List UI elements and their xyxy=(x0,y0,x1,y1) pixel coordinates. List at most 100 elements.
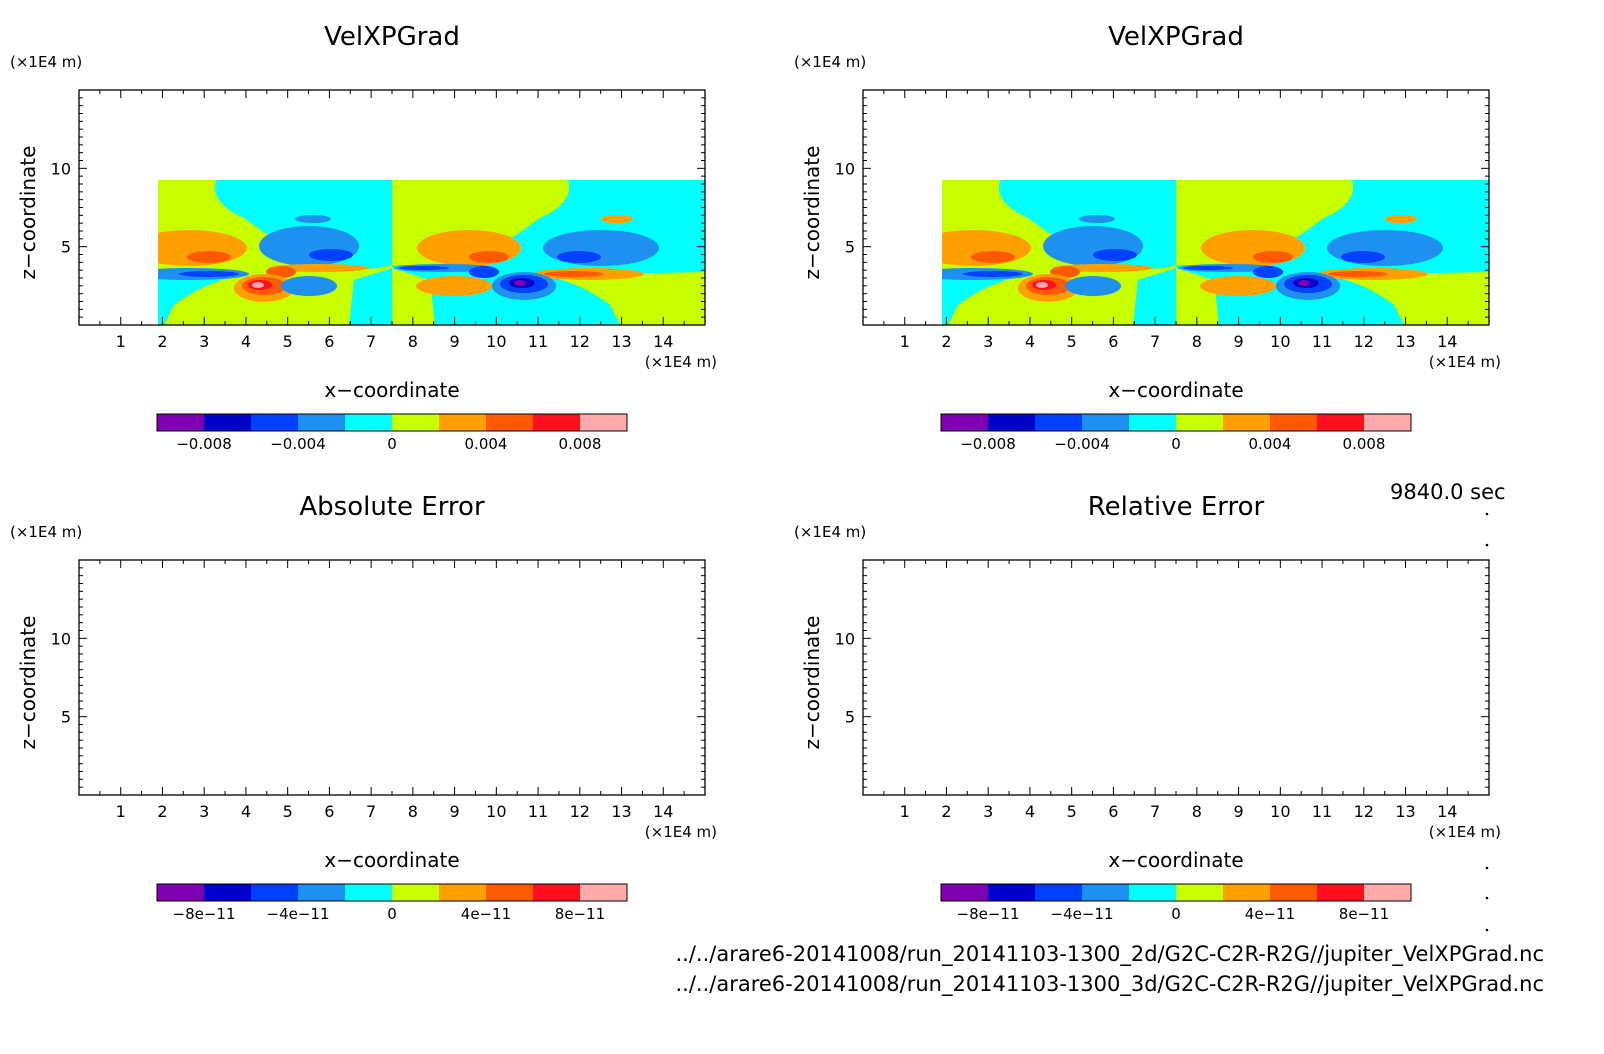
x-unit-label: (×1E4 m) xyxy=(1429,353,1501,371)
colorbar-frame xyxy=(156,413,628,432)
x-tick-label: 1 xyxy=(900,332,910,351)
x-tick-label: 13 xyxy=(611,332,631,351)
x-tick-label: 1 xyxy=(900,802,910,821)
x-axis-label: x−coordinate xyxy=(324,378,459,402)
file-path-3d: ../../arare6-20141008/run_20141103-1300_… xyxy=(675,972,1544,996)
colorbar-tick-label: −0.008 xyxy=(176,435,232,453)
plot-frame xyxy=(862,559,1490,796)
colorbar-tick-label: −4e−11 xyxy=(1051,905,1114,923)
colorbar-swatch xyxy=(1176,414,1223,431)
x-tick-label: 11 xyxy=(528,802,548,821)
margin-dot xyxy=(1485,543,1489,547)
colorbar-swatch xyxy=(1223,414,1270,431)
x-tick-label: 4 xyxy=(1025,802,1035,821)
x-tick-label: 3 xyxy=(199,332,209,351)
x-tick-label: 11 xyxy=(1312,332,1332,351)
colorbar-swatch xyxy=(298,884,345,901)
x-tick-label: 3 xyxy=(983,802,993,821)
colorbar-tick-label: 0 xyxy=(387,435,397,453)
x-tick-label: 2 xyxy=(157,802,167,821)
x-tick-label: 4 xyxy=(241,802,251,821)
x-tick-label: 9 xyxy=(450,802,460,821)
y-tick-label: 5 xyxy=(61,708,71,727)
colorbar-swatch xyxy=(1082,414,1129,431)
colorbar-tick-label: 4e−11 xyxy=(461,905,511,923)
x-tick-label: 12 xyxy=(1354,332,1374,351)
time-label: 9840.0 sec xyxy=(1390,480,1506,504)
colorbar-swatch xyxy=(157,414,204,431)
colorbar-swatch xyxy=(1364,884,1411,901)
x-tick-label: 9 xyxy=(1234,332,1244,351)
panel-title: VelXPGrad xyxy=(1108,22,1244,52)
x-tick-label: 10 xyxy=(486,332,506,351)
y-tick-label: 5 xyxy=(845,238,855,257)
x-tick-label: 5 xyxy=(1067,332,1077,351)
x-tick-label: 6 xyxy=(324,802,334,821)
x-tick-label: 12 xyxy=(570,332,590,351)
colorbar-swatch xyxy=(439,884,486,901)
x-tick-label: 8 xyxy=(1192,802,1202,821)
x-tick-label: 4 xyxy=(241,332,251,351)
colorbar-swatch xyxy=(580,414,627,431)
x-axis-label: x−coordinate xyxy=(324,848,459,872)
x-tick-label: 9 xyxy=(1234,802,1244,821)
x-tick-label: 6 xyxy=(324,332,334,351)
x-tick-label: 13 xyxy=(1395,802,1415,821)
colorbar-swatch xyxy=(157,884,204,901)
colorbar-tick-label: 0.008 xyxy=(559,435,602,453)
contour-fill xyxy=(158,180,705,325)
colorbar-tick-label: −4e−11 xyxy=(267,905,330,923)
x-tick-label: 4 xyxy=(1025,332,1035,351)
x-axis-label: x−coordinate xyxy=(1108,848,1243,872)
x-tick-label: 10 xyxy=(1270,802,1290,821)
y-tick-label: 10 xyxy=(835,159,855,178)
y-tick-label: 10 xyxy=(51,629,71,648)
x-tick-label: 14 xyxy=(653,332,673,351)
colorbar-tick-label: 0 xyxy=(387,905,397,923)
x-tick-label: 7 xyxy=(1150,332,1160,351)
colorbar-tick-label: −8e−11 xyxy=(957,905,1020,923)
y-unit-label: (×1E4 m) xyxy=(794,523,866,541)
panel-title: VelXPGrad xyxy=(324,22,460,52)
x-tick-label: 12 xyxy=(1354,802,1374,821)
x-tick-label: 14 xyxy=(1437,332,1457,351)
x-tick-label: 11 xyxy=(528,332,548,351)
colorbar-swatch xyxy=(439,414,486,431)
x-tick-label: 5 xyxy=(1067,802,1077,821)
colorbar-swatch xyxy=(1082,884,1129,901)
colorbar-swatch xyxy=(1270,414,1317,431)
y-axis-label: z−coordinate xyxy=(16,616,40,750)
y-unit-label: (×1E4 m) xyxy=(10,523,82,541)
x-tick-label: 2 xyxy=(941,332,951,351)
colorbar-tick-label: 0.004 xyxy=(465,435,508,453)
y-tick-label: 10 xyxy=(51,159,71,178)
x-tick-label: 7 xyxy=(1150,802,1160,821)
x-tick-label: 9 xyxy=(450,332,460,351)
colorbar-tick-label: 0 xyxy=(1171,435,1181,453)
x-unit-label: (×1E4 m) xyxy=(645,353,717,371)
colorbar-frame xyxy=(940,413,1412,432)
colorbar-swatch xyxy=(251,884,298,901)
y-axis-label: z−coordinate xyxy=(16,146,40,280)
x-tick-label: 12 xyxy=(570,802,590,821)
colorbar-swatch xyxy=(988,414,1035,431)
colorbar-tick-label: −8e−11 xyxy=(173,905,236,923)
contour-field xyxy=(158,180,705,325)
colorbar-swatch xyxy=(392,884,439,901)
contour-field xyxy=(942,180,1489,325)
colorbar-swatch xyxy=(533,414,580,431)
panel-title: Absolute Error xyxy=(299,492,485,522)
panel-4: Relative Error(×1E4 m)(×1E4 m)1 2 3 4 5 6 7 8 9 1… xyxy=(794,492,1501,923)
colorbar-tick-label: 8e−11 xyxy=(555,905,605,923)
y-axis-label: z−coordinate xyxy=(800,616,824,750)
colorbar-tick-label: 0.008 xyxy=(1343,435,1386,453)
x-tick-label: 7 xyxy=(366,332,376,351)
x-axis-label: x−coordinate xyxy=(1108,378,1243,402)
x-tick-label: 3 xyxy=(199,802,209,821)
panel-2: VelXPGrad(×1E4 m)(×1E4 m)1 2 3 4 5 6 7 8 9 10 11 12… xyxy=(794,22,1501,453)
colorbar-tick-label: 4e−11 xyxy=(1245,905,1295,923)
colorbar-swatch xyxy=(580,884,627,901)
x-unit-label: (×1E4 m) xyxy=(1429,823,1501,841)
x-tick-label: 5 xyxy=(283,802,293,821)
